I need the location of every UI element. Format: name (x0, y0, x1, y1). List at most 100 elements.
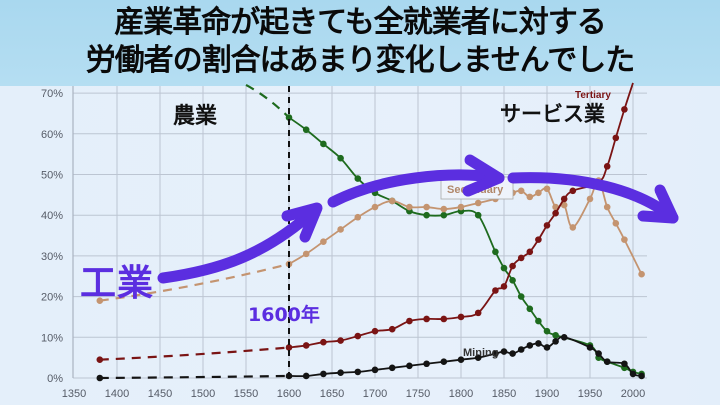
data-point (560, 201, 568, 209)
data-point (552, 338, 559, 345)
data-point (320, 338, 327, 346)
series-dashed-segment (99, 374, 290, 380)
data-point (603, 203, 611, 211)
data-point (302, 126, 310, 134)
data-point (517, 346, 525, 353)
data-point (337, 226, 344, 233)
data-point (406, 203, 413, 211)
data-point (526, 248, 534, 256)
data-point (457, 313, 465, 321)
data-point (423, 315, 430, 323)
y-tick-label: 60% (41, 129, 63, 141)
data-point (474, 199, 482, 207)
x-tick-label: 1350 (62, 388, 86, 400)
data-point (535, 340, 542, 347)
data-point (354, 368, 362, 376)
series-dashed-segment (99, 346, 290, 361)
data-point (492, 287, 499, 294)
y-tick-label: 50% (41, 170, 63, 182)
series-dashed-segment (245, 83, 290, 119)
x-tick-label: 1600 (277, 388, 301, 400)
data-point (603, 358, 611, 366)
x-tick-label: 1950 (578, 388, 602, 400)
data-point (509, 262, 516, 270)
data-point (586, 195, 594, 203)
data-point (509, 350, 516, 357)
data-point (517, 254, 525, 262)
data-point (552, 209, 559, 217)
x-tick-label: 1750 (406, 388, 430, 400)
data-point (440, 211, 448, 219)
y-tick-label: 40% (41, 210, 63, 222)
data-point (285, 344, 293, 351)
data-point (560, 334, 568, 341)
data-point (96, 297, 104, 304)
industry-label: 工業 (80, 263, 155, 304)
data-point (354, 332, 362, 340)
data-point (517, 187, 525, 195)
data-point (621, 106, 628, 113)
data-point (285, 114, 293, 121)
x-tick-label: 1400 (105, 388, 129, 400)
data-point (492, 248, 499, 256)
data-point (457, 203, 465, 211)
data-point (509, 277, 516, 284)
x-tick-label: 1700 (363, 388, 387, 400)
data-point (302, 342, 310, 349)
data-point (302, 372, 310, 380)
data-point (526, 193, 534, 201)
data-point (354, 175, 362, 182)
data-point (354, 213, 362, 221)
data-point (569, 187, 577, 195)
data-point (569, 224, 577, 231)
data-point (320, 370, 327, 378)
data-point (371, 327, 379, 335)
trend-arrows (157, 154, 679, 284)
data-point (337, 154, 344, 162)
data-point (543, 344, 551, 351)
data-point (517, 293, 525, 300)
data-point (543, 327, 551, 335)
industry-arrowhead (281, 202, 323, 243)
data-point (423, 203, 430, 211)
data-point (423, 360, 430, 368)
data-point (371, 203, 379, 211)
x-tick-label: 1450 (148, 388, 172, 400)
data-point (406, 362, 413, 370)
x-tick-label: 2000 (621, 388, 645, 400)
data-point (406, 317, 413, 325)
data-point (500, 264, 508, 272)
data-point (552, 331, 559, 339)
plateau-arrow-1 (327, 169, 505, 208)
data-point (492, 350, 499, 357)
data-point (440, 205, 448, 213)
plateau-arrowhead-2 (637, 184, 679, 224)
data-point (535, 236, 542, 243)
data-point (621, 360, 628, 368)
data-point (474, 354, 482, 361)
x-tick-label: 1500 (191, 388, 215, 400)
data-point (388, 325, 396, 333)
data-point (560, 195, 568, 203)
services-label: サービス業 (500, 102, 605, 126)
x-tick-label: 1550 (234, 388, 258, 400)
data-point (337, 337, 344, 344)
data-point (423, 211, 430, 219)
data-point (535, 189, 542, 197)
data-point (612, 220, 620, 227)
x-tick-label: 1650 (320, 388, 344, 400)
data-point (621, 236, 628, 243)
axis-ticks: 1350 1400 1450 1500 1550 1600 1650 1700 1750 1800… (41, 88, 645, 400)
data-point (302, 250, 310, 258)
tertiary-label: Tertiary (575, 90, 611, 101)
industry-arrow (157, 204, 321, 284)
data-point (320, 238, 327, 245)
data-point (543, 185, 551, 193)
title-line-1: 産業革命が起きても全就業者に対する (114, 5, 607, 40)
mining-label: Mining (463, 347, 498, 359)
plateau-arrow-2 (507, 172, 679, 224)
data-point (500, 348, 508, 355)
data-point (629, 370, 637, 378)
plateau-arrowhead-1 (462, 154, 505, 197)
data-point (500, 283, 508, 290)
